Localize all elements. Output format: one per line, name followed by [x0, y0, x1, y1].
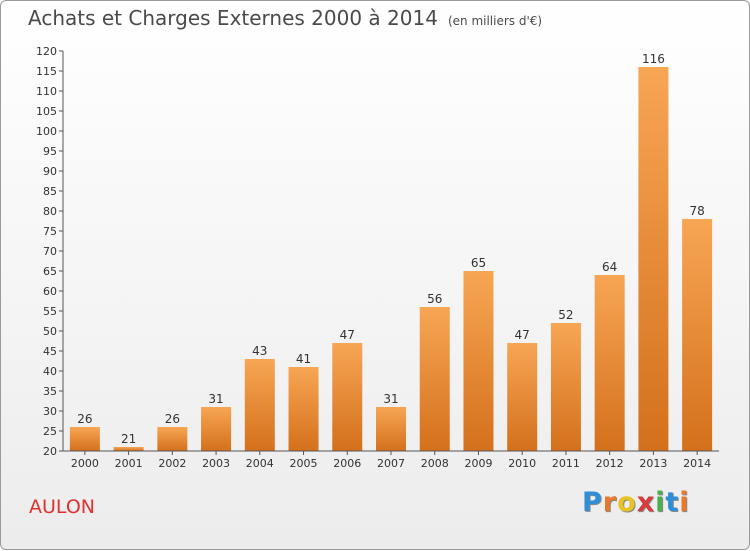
bar-2008: [419, 307, 450, 451]
bar-2001: [113, 447, 144, 451]
y-tick-label: 85: [43, 185, 57, 198]
bar-value-label: 47: [340, 328, 355, 342]
y-tick-label: 100: [36, 125, 57, 138]
y-tick-label: 55: [43, 305, 57, 318]
bar-2014: [682, 219, 713, 451]
bar-value-label: 21: [121, 432, 136, 446]
chart-unit: (en milliers d'€): [447, 14, 543, 28]
y-tick-label: 75: [43, 225, 57, 238]
bar-value-label: 31: [383, 392, 398, 406]
y-tick-label: 25: [43, 425, 57, 438]
bar-value-label: 52: [558, 308, 573, 322]
x-axis: 2000 2001 2002 2003 2004 2005 2006 2007 2008 2009…: [63, 450, 719, 470]
y-tick-label: 80: [43, 205, 57, 218]
bar-2005: [288, 367, 319, 451]
y-tick-label: 95: [43, 145, 57, 158]
bar-value-label: 41: [296, 352, 311, 366]
y-tick-label: 120: [36, 45, 57, 58]
logo-letter: t: [665, 487, 680, 518]
x-tick-label: 2012: [596, 457, 624, 470]
y-tick-label: 65: [43, 265, 57, 278]
x-tick-label: 2007: [377, 457, 405, 470]
bar-2013: [638, 67, 669, 451]
x-tick-label: 2014: [683, 457, 711, 470]
bar-value-label: 26: [165, 412, 180, 426]
x-tick-label: 2005: [290, 457, 318, 470]
x-tick-label: 2004: [246, 457, 274, 470]
bars: 26 21 26 31 43 41 47 31 56 65 47 52 64 116 78: [69, 52, 713, 451]
bar-2004: [244, 359, 275, 451]
y-tick-label: 35: [43, 385, 57, 398]
logo-letter: P: [582, 487, 603, 518]
y-tick-label: 90: [43, 165, 57, 178]
bar-value-label: 78: [689, 204, 704, 218]
bar-2007: [376, 407, 406, 451]
chart-title: Achats et Charges Externes 2000 à 2014 (e…: [28, 6, 543, 30]
x-tick-label: 2011: [552, 457, 580, 470]
y-tick-label: 110: [36, 85, 57, 98]
bar-2000: [69, 427, 100, 451]
x-tick-label: 2006: [333, 457, 361, 470]
commune-name: AULON: [29, 496, 95, 518]
logo-letter: i: [679, 487, 690, 518]
bar-2011: [550, 323, 581, 451]
x-tick-label: 2008: [421, 457, 449, 470]
bar-2010: [507, 343, 538, 451]
x-tick-label: 2010: [508, 457, 536, 470]
proxiti-logo[interactable]: Proxiti: [582, 487, 690, 518]
x-tick-label: 2002: [158, 457, 186, 470]
bar-2003: [201, 407, 232, 451]
logo-letter: r: [602, 487, 618, 518]
bar-value-label: 64: [602, 260, 617, 274]
y-tick-label: 60: [43, 285, 57, 298]
bar-value-label: 56: [427, 292, 442, 306]
x-tick-label: 2000: [71, 457, 99, 470]
logo-letter: o: [617, 487, 637, 518]
x-tick-label: 2013: [639, 457, 667, 470]
bar-value-label: 47: [515, 328, 530, 342]
y-axis: 20 25 30 35 40 45 50 55 60 65 70 75 80 85 90 95 100 105 11…: [36, 45, 64, 458]
bar-2009: [463, 271, 494, 451]
bar-2002: [157, 427, 188, 451]
x-tick-label: 2001: [115, 457, 143, 470]
x-tick-label: 2003: [202, 457, 230, 470]
bar-2012: [594, 275, 625, 451]
y-tick-label: 105: [36, 105, 57, 118]
y-tick-label: 115: [36, 65, 57, 78]
bar-value-label: 43: [252, 344, 267, 358]
y-tick-label: 30: [43, 405, 57, 418]
y-tick-label: 50: [43, 325, 57, 338]
y-tick-label: 70: [43, 245, 57, 258]
bar-value-label: 116: [642, 52, 665, 66]
y-tick-label: 40: [43, 365, 57, 378]
bar-2006: [332, 343, 363, 451]
y-tick-label: 20: [43, 445, 57, 458]
logo-letter: i: [655, 487, 666, 518]
bar-value-label: 65: [471, 256, 486, 270]
bar-value-label: 31: [208, 392, 223, 406]
logo-letter: x: [636, 487, 656, 518]
bar-value-label: 26: [77, 412, 92, 426]
y-tick-label: 45: [43, 345, 57, 358]
x-tick-label: 2009: [464, 457, 492, 470]
